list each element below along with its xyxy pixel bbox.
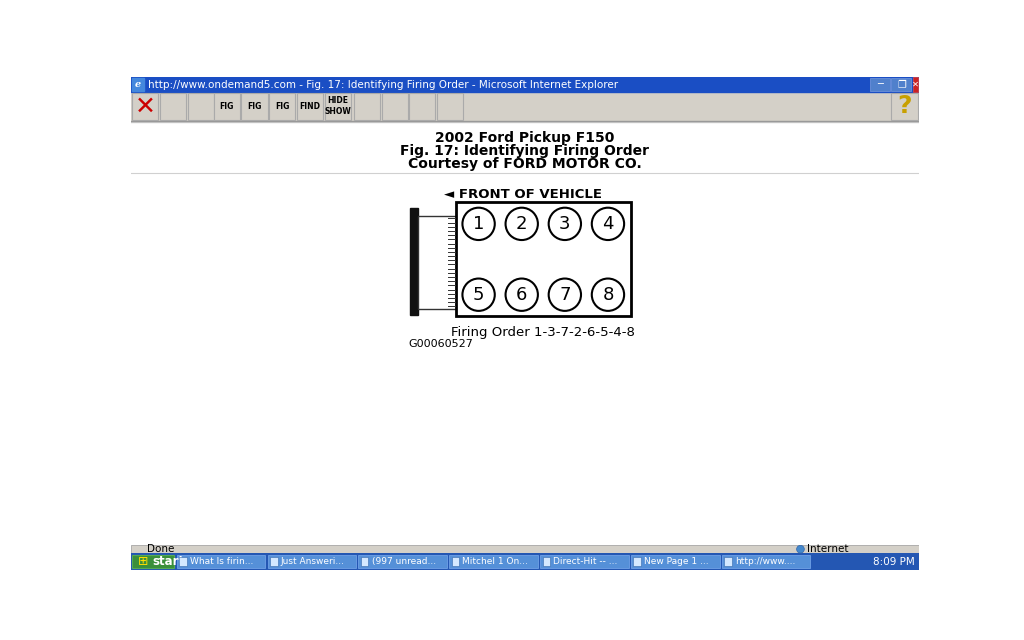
Bar <box>912 77 919 92</box>
Text: Mitchel 1 On...: Mitchel 1 On... <box>463 557 528 566</box>
Bar <box>869 77 890 92</box>
Circle shape <box>797 545 804 553</box>
Text: HIDE
SHOW: HIDE SHOW <box>325 97 351 116</box>
FancyBboxPatch shape <box>187 93 214 120</box>
FancyBboxPatch shape <box>214 93 240 120</box>
Circle shape <box>549 208 581 240</box>
Bar <box>270 557 278 566</box>
Text: New Page 1 ...: New Page 1 ... <box>644 557 709 566</box>
FancyBboxPatch shape <box>410 93 435 120</box>
FancyBboxPatch shape <box>354 93 380 120</box>
Text: 8: 8 <box>602 285 613 304</box>
Text: 4: 4 <box>602 215 613 233</box>
FancyBboxPatch shape <box>325 93 351 120</box>
FancyBboxPatch shape <box>631 555 720 568</box>
Bar <box>418 301 419 305</box>
Text: 1: 1 <box>473 215 484 233</box>
FancyBboxPatch shape <box>132 93 159 120</box>
Bar <box>418 220 419 224</box>
Text: start: start <box>153 555 184 568</box>
FancyBboxPatch shape <box>269 93 295 120</box>
Bar <box>634 557 641 566</box>
Circle shape <box>506 278 538 311</box>
Circle shape <box>506 208 538 240</box>
Bar <box>418 216 456 308</box>
Bar <box>131 554 920 570</box>
Bar <box>131 92 920 122</box>
Bar <box>360 557 369 566</box>
FancyBboxPatch shape <box>132 555 174 568</box>
Bar <box>132 78 144 91</box>
Text: http://www.ondemand5.com - Fig. 17: Identifying Firing Order - Microsoft Interne: http://www.ondemand5.com - Fig. 17: Iden… <box>147 79 617 90</box>
Circle shape <box>592 208 625 240</box>
Text: (997 unread...: (997 unread... <box>372 557 435 566</box>
Text: Internet: Internet <box>807 544 848 554</box>
Text: Courtesy of FORD MOTOR CO.: Courtesy of FORD MOTOR CO. <box>408 157 642 171</box>
Text: ?: ? <box>897 94 911 118</box>
FancyBboxPatch shape <box>297 93 323 120</box>
Bar <box>131 77 920 92</box>
Circle shape <box>549 278 581 311</box>
FancyBboxPatch shape <box>456 202 631 316</box>
Bar <box>891 77 911 92</box>
Text: 2002 Ford Pickup F150: 2002 Ford Pickup F150 <box>435 131 614 145</box>
Text: 8:09 PM: 8:09 PM <box>872 557 914 566</box>
Text: 6: 6 <box>516 285 527 304</box>
FancyBboxPatch shape <box>722 555 810 568</box>
Text: Fig. 17: Identifying Firing Order: Fig. 17: Identifying Firing Order <box>400 144 649 158</box>
Text: FIG: FIG <box>275 102 290 111</box>
Text: FIG: FIG <box>219 102 234 111</box>
Text: FIND: FIND <box>299 102 321 111</box>
Bar <box>179 557 186 566</box>
FancyBboxPatch shape <box>267 555 356 568</box>
FancyBboxPatch shape <box>382 93 408 120</box>
FancyBboxPatch shape <box>437 93 463 120</box>
FancyBboxPatch shape <box>891 93 918 120</box>
Bar <box>131 122 920 545</box>
Bar <box>543 557 550 566</box>
Text: 2: 2 <box>516 215 527 233</box>
Text: FIG: FIG <box>248 102 262 111</box>
Text: Just Answeri...: Just Answeri... <box>281 557 345 566</box>
Text: What Is firin...: What Is firin... <box>189 557 253 566</box>
Circle shape <box>463 278 495 311</box>
Text: ◄ FRONT OF VEHICLE: ◄ FRONT OF VEHICLE <box>444 188 602 202</box>
Bar <box>724 557 732 566</box>
Circle shape <box>592 278 625 311</box>
Bar <box>410 209 418 315</box>
FancyBboxPatch shape <box>450 555 538 568</box>
Text: http://www....: http://www.... <box>735 557 796 566</box>
FancyBboxPatch shape <box>160 93 186 120</box>
Text: 3: 3 <box>559 215 570 233</box>
Text: Done: Done <box>147 544 175 554</box>
Bar <box>452 557 460 566</box>
Text: e: e <box>135 80 141 89</box>
Circle shape <box>463 208 495 240</box>
Text: Direct-Hit -- ...: Direct-Hit -- ... <box>553 557 617 566</box>
FancyBboxPatch shape <box>177 555 265 568</box>
Text: ✕: ✕ <box>911 80 919 89</box>
FancyBboxPatch shape <box>541 555 629 568</box>
Text: ❐: ❐ <box>897 79 905 90</box>
Text: 5: 5 <box>473 285 484 304</box>
Bar <box>131 545 920 554</box>
FancyBboxPatch shape <box>242 93 267 120</box>
Text: Firing Order 1-3-7-2-6-5-4-8: Firing Order 1-3-7-2-6-5-4-8 <box>452 326 635 339</box>
Text: ⊞: ⊞ <box>138 555 148 568</box>
Text: ─: ─ <box>877 79 883 90</box>
Text: ✕: ✕ <box>135 95 156 118</box>
Text: 7: 7 <box>559 285 570 304</box>
FancyBboxPatch shape <box>358 555 447 568</box>
Text: G00060527: G00060527 <box>409 339 473 349</box>
